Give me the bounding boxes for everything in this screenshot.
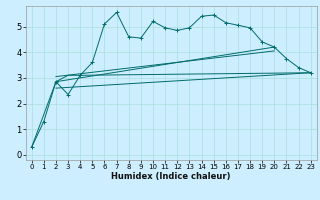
X-axis label: Humidex (Indice chaleur): Humidex (Indice chaleur) <box>111 172 231 181</box>
